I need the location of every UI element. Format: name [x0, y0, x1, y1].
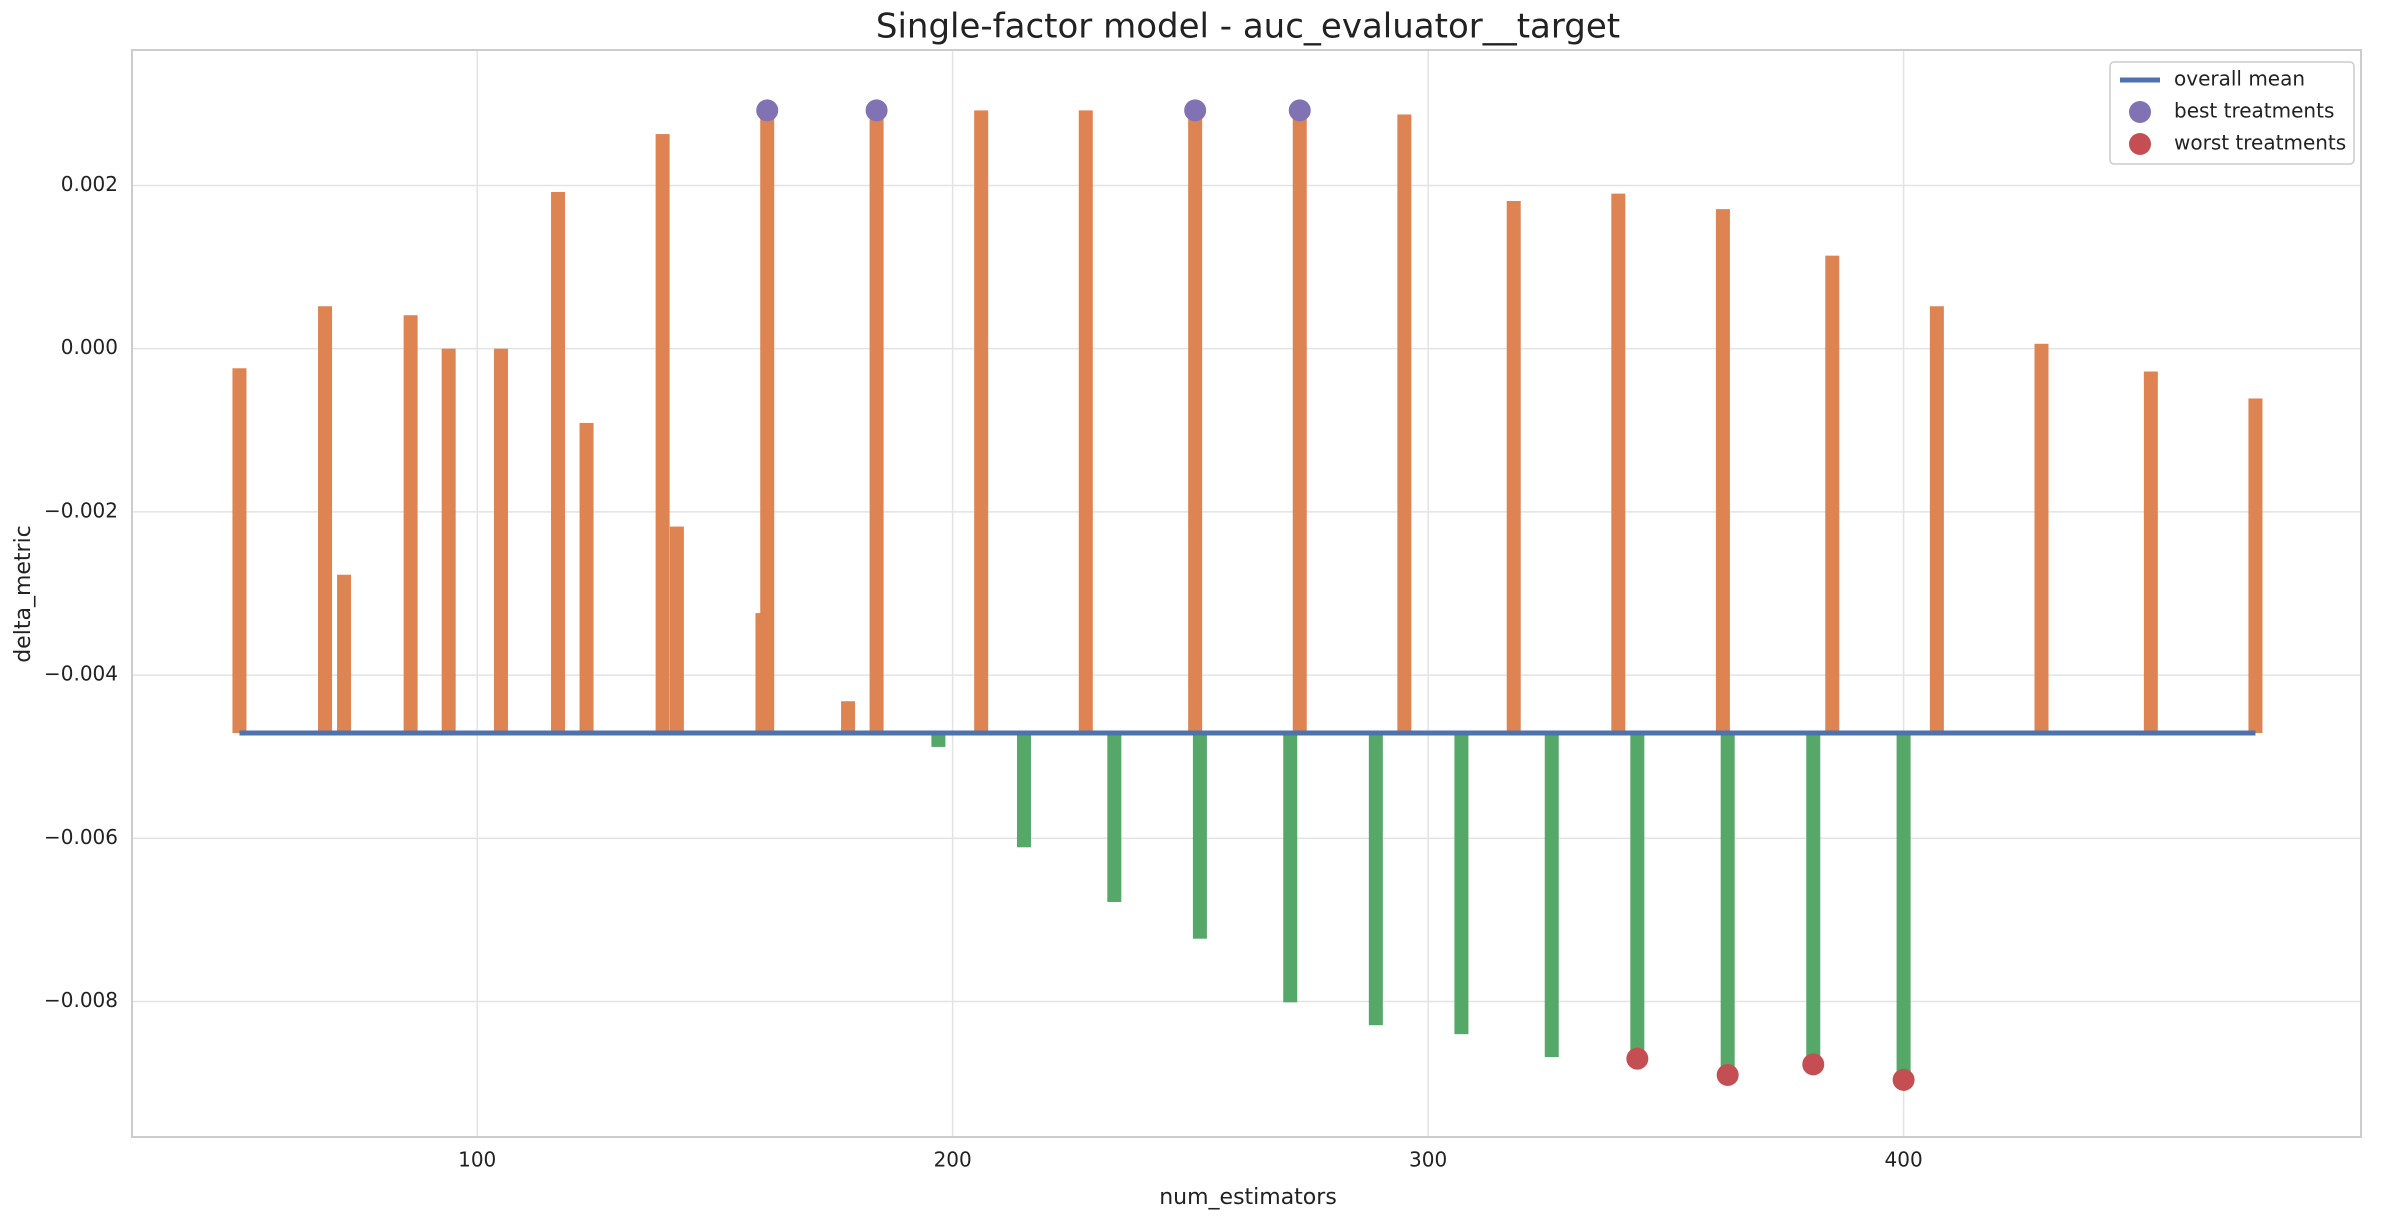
x-tick-label: 300 [1409, 1148, 1447, 1172]
bar [841, 701, 856, 734]
legend-swatch [2129, 133, 2151, 155]
bar [1078, 110, 1093, 734]
bar [869, 110, 884, 734]
y-tick-label: −0.002 [44, 498, 118, 522]
y-tick-label: 0.002 [61, 172, 118, 196]
bar [493, 348, 508, 734]
bar [760, 110, 775, 734]
bar [1192, 733, 1207, 939]
y-tick-label: −0.008 [44, 988, 118, 1012]
bar [1368, 733, 1383, 1026]
bar [403, 315, 418, 734]
bar [1611, 193, 1626, 734]
marker [1626, 1047, 1649, 1070]
bar [974, 110, 989, 734]
marker [1288, 99, 1311, 122]
bar [655, 134, 670, 734]
legend-swatch [2129, 101, 2151, 123]
bar [318, 306, 333, 734]
bar [1806, 733, 1821, 1065]
marker [756, 99, 779, 122]
plot-frame [131, 49, 2362, 1138]
bar [1188, 110, 1203, 734]
legend-label: worst treatments [2174, 131, 2346, 155]
chart-title: Single-factor model - auc_evaluator__tar… [876, 7, 1620, 47]
marker [1184, 99, 1207, 122]
bar [1283, 733, 1298, 1003]
bar [551, 191, 566, 734]
y-tick-label: −0.006 [44, 825, 118, 849]
bar [2034, 343, 2049, 734]
bar [1825, 255, 1840, 734]
x-axis-label: num_estimators [1159, 1185, 1337, 1210]
bar [337, 574, 352, 734]
bar [1720, 733, 1735, 1075]
bar [232, 368, 247, 734]
x-tick-label: 200 [934, 1148, 972, 1172]
bar [1016, 733, 1031, 848]
bar [1630, 733, 1645, 1059]
y-axis-label: delta_metric [11, 525, 36, 663]
y-tick-label: −0.004 [44, 662, 118, 686]
x-tick-label: 400 [1885, 1148, 1923, 1172]
bar [1107, 733, 1122, 902]
bar [1292, 110, 1307, 734]
bar [931, 733, 946, 747]
x-tick-label: 100 [458, 1148, 496, 1172]
marker [1892, 1068, 1915, 1091]
bar [2248, 398, 2263, 734]
bar [1454, 733, 1469, 1035]
bar [1715, 209, 1730, 734]
marker [1802, 1053, 1825, 1076]
bar [669, 526, 684, 734]
legend-label: best treatments [2174, 99, 2334, 123]
bar [441, 348, 456, 734]
legend-label: overall mean [2174, 67, 2305, 91]
bar [579, 422, 594, 734]
bar [1397, 114, 1412, 734]
marker [865, 99, 888, 122]
bar [1896, 733, 1911, 1080]
bar [1506, 200, 1521, 734]
bar [1544, 733, 1559, 1058]
y-tick-label: 0.000 [61, 335, 118, 359]
legend-box [2109, 61, 2355, 165]
bar [2143, 371, 2158, 734]
marker [1716, 1063, 1739, 1086]
bar [1929, 306, 1944, 734]
